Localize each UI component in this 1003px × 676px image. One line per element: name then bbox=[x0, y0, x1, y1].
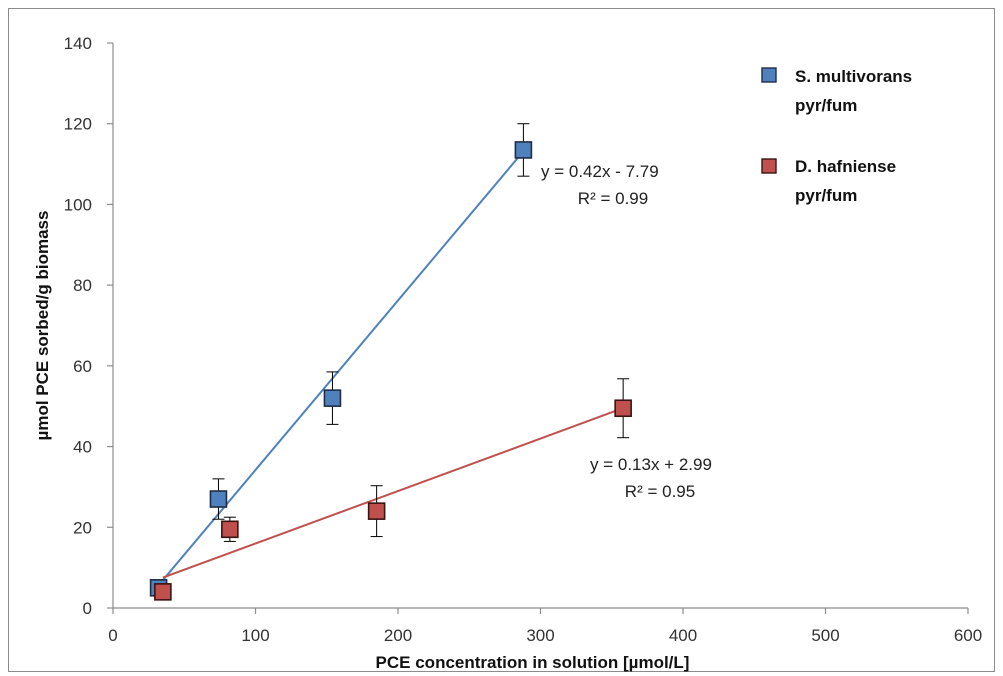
y-tick-label: 20 bbox=[73, 518, 92, 537]
legend-label-d-hafniense-sub: pyr/fum bbox=[795, 186, 857, 205]
trendline-r2-s-multivorans: R² = 0.99 bbox=[578, 189, 648, 208]
annotation-series-2: y = 0.13x + 2.99 R² = 0.95 bbox=[590, 455, 712, 501]
x-tick-label: 300 bbox=[526, 626, 554, 645]
data-point-series-1 bbox=[209, 490, 228, 508]
y-axis-title: µmol PCE sorbed/g biomass bbox=[33, 211, 52, 441]
data-point-series-2 bbox=[221, 520, 239, 539]
trendline-r2-d-hafniense: R² = 0.95 bbox=[625, 482, 695, 501]
x-tick-label: 0 bbox=[108, 626, 117, 645]
data-point-series-2 bbox=[154, 583, 172, 601]
annotation-series-1: y = 0.42x - 7.79 R² = 0.99 bbox=[541, 162, 659, 208]
data-point-series-2 bbox=[367, 502, 386, 520]
trendline-equation-s-multivorans: y = 0.42x - 7.79 bbox=[541, 162, 659, 181]
trendlines bbox=[157, 150, 624, 586]
y-tick-label: 0 bbox=[83, 599, 92, 618]
legend-marker-s-multivorans bbox=[761, 67, 777, 83]
y-tick-label: 60 bbox=[73, 357, 92, 376]
y-tick-label: 120 bbox=[64, 115, 92, 134]
x-tick-label: 200 bbox=[384, 626, 412, 645]
data-point-series-1 bbox=[323, 389, 342, 407]
chart-frame bbox=[8, 8, 995, 672]
x-tick-label: 100 bbox=[241, 626, 269, 645]
data-point-series-2 bbox=[614, 399, 632, 418]
legend-label-s-multivorans-sub: pyr/fum bbox=[795, 96, 857, 115]
y-tick-label: 140 bbox=[64, 34, 92, 53]
legend-marker-d-hafniense bbox=[761, 158, 777, 174]
y-tick-label: 80 bbox=[73, 276, 92, 295]
trendline-equation-d-hafniense: y = 0.13x + 2.99 bbox=[590, 455, 712, 474]
legend: S. multivorans pyr/fum D. hafniense pyr/… bbox=[761, 67, 912, 205]
x-tick-label: 400 bbox=[669, 626, 697, 645]
data-point-series-1 bbox=[514, 141, 533, 159]
x-tick-label: 500 bbox=[811, 626, 839, 645]
x-tick-label: 600 bbox=[954, 626, 982, 645]
legend-label-s-multivorans: S. multivorans bbox=[795, 67, 912, 86]
trendline-series-2 bbox=[162, 407, 624, 579]
axis-ticks: 0 100 200 300 400 500 600 0 20 40 60 80 100 120 140 bbox=[64, 34, 983, 645]
trendline-series-1 bbox=[157, 150, 525, 586]
data-points bbox=[149, 141, 632, 601]
y-tick-label: 40 bbox=[73, 438, 92, 457]
legend-label-d-hafniense: D. hafniense bbox=[795, 157, 896, 176]
x-axis-title: PCE concentration in solution [µmol/L] bbox=[376, 653, 690, 672]
y-tick-label: 100 bbox=[64, 195, 92, 214]
axes bbox=[112, 43, 968, 609]
